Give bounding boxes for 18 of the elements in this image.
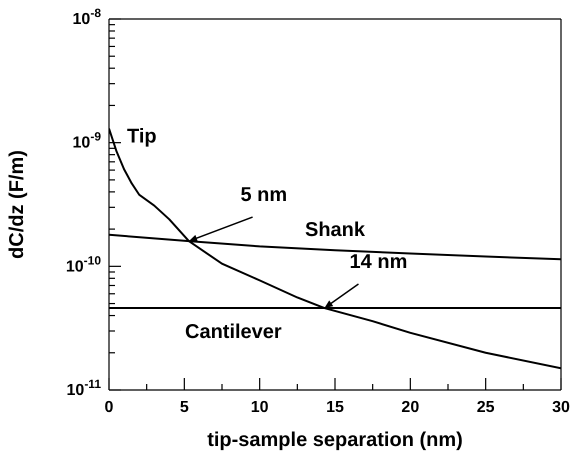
y-tick-label: 10$^{-9}$ [72, 130, 102, 152]
annotation: 5 nm [240, 184, 288, 206]
y-tick-label: 10$^{-11}$ [66, 377, 102, 399]
x-tick-label: 0 [104, 399, 114, 416]
annotation: 14 nm [350, 251, 408, 274]
x-tick-label: 15 [326, 399, 344, 416]
series-label: Cantilever [185, 321, 282, 344]
y-axis-title: dC/dz (F/m) [6, 150, 28, 259]
y-tick-label: 10$^{-10}$ [66, 253, 102, 276]
x-tick-label: 30 [552, 399, 570, 416]
y-tick-label: 10$^{-8}$ [72, 6, 102, 28]
x-tick-label: 10 [250, 399, 269, 416]
series-label: Shank [304, 219, 366, 242]
legend-label: Tip [127, 126, 157, 148]
x-tick-label: 5 [180, 399, 189, 416]
x-axis-title: tip-sample separation (nm) [207, 429, 463, 451]
x-tick-label: 20 [401, 399, 420, 416]
x-tick-label: 25 [476, 399, 495, 416]
